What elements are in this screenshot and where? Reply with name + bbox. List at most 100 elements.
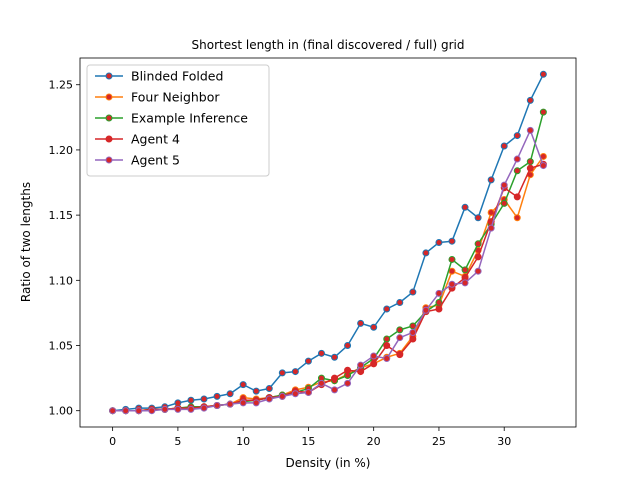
legend: Blinded Folded Four Neighbor Example Infer… [86,64,270,177]
data-point [500,199,508,207]
data-point [500,181,508,189]
data-point [474,214,482,222]
data-point [474,253,482,261]
x-tick-label: 5 [174,435,181,448]
data-point [396,298,404,306]
legend-item: Example Inference [95,111,248,126]
legend-item: Agent 5 [95,153,180,168]
data-point [500,142,508,150]
data-point [539,162,547,170]
data-point [370,360,378,368]
legend-label: Blinded Folded [131,69,223,84]
legend-marker [105,156,113,164]
data-point [252,387,260,395]
y-tick-label: 1.20 [49,144,74,157]
data-point [344,379,352,387]
data-point [344,366,352,374]
data-point [487,176,495,184]
data-point [396,334,404,342]
data-point [422,306,430,314]
data-point [383,305,391,313]
data-point [109,407,117,415]
data-point [317,379,325,387]
data-point [122,407,130,415]
data-point [461,266,469,274]
series-line [112,129,545,412]
data-point [448,267,456,275]
series-5 [109,126,547,415]
data-point [344,342,352,350]
data-point [331,386,339,394]
data-point [304,357,312,365]
data-point [252,399,260,407]
data-point [513,167,521,175]
data-point [461,279,469,287]
data-point [409,288,417,296]
data-point [357,361,365,369]
data-point [513,193,521,201]
data-point [526,96,534,104]
data-point [435,239,443,246]
data-point [448,280,456,288]
data-point [239,399,247,407]
data-point [187,405,195,413]
x-axis-label: Density (in %) [286,456,371,470]
data-point [383,355,391,363]
data-point [474,240,482,248]
y-tick-label: 1.25 [49,79,74,92]
data-point [435,289,443,297]
data-point [304,388,312,396]
legend-label: Example Inference [131,111,248,126]
data-point [526,158,534,166]
data-point [226,400,234,408]
data-point [331,374,339,382]
data-point [317,349,325,357]
legend-marker [105,72,113,80]
data-point [448,237,456,245]
legend-label: Four Neighbor [131,90,220,105]
data-point [383,335,391,343]
data-point [174,405,182,413]
data-point [526,164,534,172]
series-4 [109,160,547,415]
data-point [422,249,430,257]
data-point [200,395,208,403]
axes-frame [79,57,577,428]
data-point [409,328,417,336]
data-point [291,390,299,398]
data-point [357,368,365,376]
y-axis-label: Ratio of two lengths [19,182,33,302]
series-2 [109,152,547,415]
series-line [112,156,544,412]
data-point [370,323,378,331]
data-point [265,385,273,393]
data-point [200,404,208,412]
legend-item: Blinded Folded [95,69,223,84]
legend-marker [105,93,113,101]
x-tick-label: 0 [109,435,116,448]
data-point [474,267,482,275]
legend-item: Agent 4 [95,132,180,147]
data-point [226,390,234,398]
x-tick-label: 10 [236,435,250,448]
data-point [278,392,286,400]
data-point [331,353,339,361]
data-point [213,392,221,400]
data-point [291,368,299,376]
legend-box [86,64,270,177]
data-point [357,319,365,327]
data-point [435,305,443,313]
legend-item: Four Neighbor [95,90,220,105]
y-tick-label: 1.05 [49,340,74,353]
data-point [370,352,378,360]
data-point [461,203,469,211]
legend-label: Agent 4 [131,132,180,147]
data-point [539,70,547,78]
y-tick-label: 1.15 [49,209,74,222]
legend-marker [105,114,113,122]
data-point [409,335,417,343]
x-tick-label: 30 [497,435,511,448]
data-point [513,132,521,140]
series-line [112,163,544,412]
